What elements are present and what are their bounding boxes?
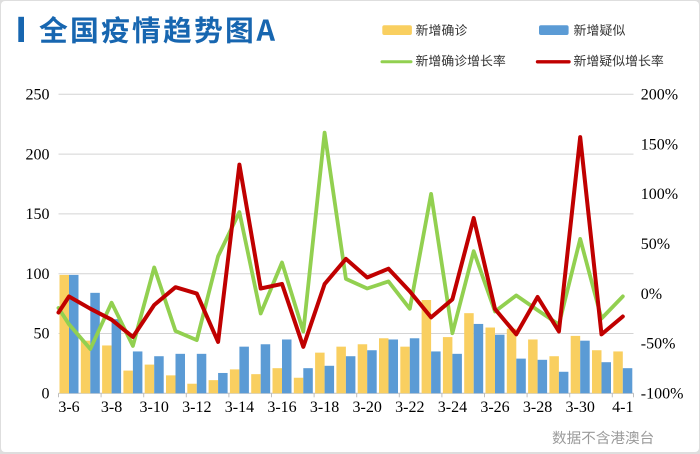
svg-text:3-26: 3-26	[480, 399, 509, 416]
svg-text:3-18: 3-18	[310, 399, 339, 416]
svg-text:3-8: 3-8	[101, 399, 122, 416]
svg-text:3-20: 3-20	[353, 399, 382, 416]
svg-text:3-12: 3-12	[182, 399, 211, 416]
svg-text:50: 50	[34, 326, 50, 343]
svg-text:3-14: 3-14	[225, 399, 254, 416]
svg-text:3-30: 3-30	[566, 399, 595, 416]
svg-text:3-22: 3-22	[395, 399, 424, 416]
svg-text:100%: 100%	[641, 186, 678, 203]
svg-text:0%: 0%	[641, 286, 662, 303]
svg-text:100: 100	[26, 266, 50, 283]
svg-text:-50%: -50%	[641, 336, 676, 353]
svg-text:-100%: -100%	[641, 386, 684, 403]
svg-text:3-6: 3-6	[58, 399, 79, 416]
svg-text:4-1: 4-1	[612, 399, 633, 416]
svg-text:0: 0	[42, 386, 50, 403]
svg-text:3-24: 3-24	[438, 399, 467, 416]
svg-text:3-16: 3-16	[267, 399, 296, 416]
svg-text:150: 150	[26, 206, 50, 223]
svg-text:200: 200	[26, 146, 50, 163]
svg-text:150%: 150%	[641, 136, 678, 153]
svg-text:3-28: 3-28	[523, 399, 552, 416]
svg-text:200%: 200%	[641, 87, 678, 104]
svg-text:3-10: 3-10	[140, 399, 169, 416]
svg-text:50%: 50%	[641, 236, 670, 253]
svg-text:250: 250	[26, 87, 50, 104]
